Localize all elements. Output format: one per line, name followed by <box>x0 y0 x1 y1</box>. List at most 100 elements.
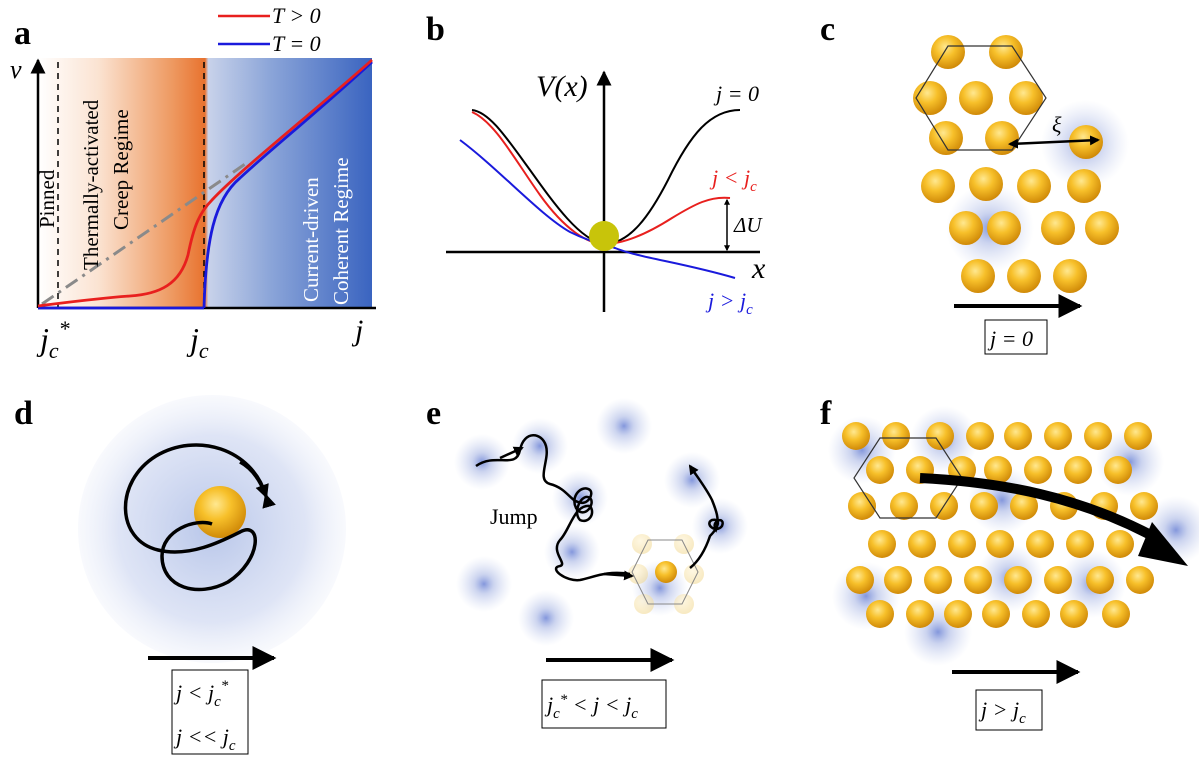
vortex-lattice <box>842 422 1158 628</box>
pinning-site <box>544 524 600 580</box>
curve-j-greater-jc <box>459 139 736 279</box>
vortex <box>882 422 910 450</box>
region-pinned: Pinned <box>35 169 59 228</box>
vortex <box>944 600 972 628</box>
vortex <box>846 566 874 594</box>
panel-c: c ξ j = 0 <box>820 11 1129 355</box>
j-axis-label: j <box>351 314 363 347</box>
vortex <box>1009 81 1043 115</box>
xi-arrow <box>1008 135 1100 149</box>
vortex <box>1041 211 1075 245</box>
vortex <box>969 167 1003 201</box>
vortex <box>929 121 963 155</box>
vortex <box>982 600 1010 628</box>
vortex <box>1017 169 1051 203</box>
panel-e: e Jump jc* < j < jc <box>426 395 748 729</box>
vortex <box>926 422 954 450</box>
hexagon-cell <box>915 45 1047 151</box>
vortex <box>868 530 896 558</box>
tick-jc: jc <box>186 321 209 363</box>
legend-red-label: T > 0 <box>272 3 321 28</box>
vortex <box>655 561 677 583</box>
vortex <box>1007 259 1041 293</box>
vortex <box>1060 600 1088 628</box>
panel-letter-e: e <box>426 395 441 432</box>
jump-label: Jump <box>490 504 538 529</box>
vortex <box>890 492 918 520</box>
current-label-line2: j << jc <box>173 724 236 754</box>
vortex <box>1044 566 1072 594</box>
vortex <box>908 530 936 558</box>
region-creep-line2: Creep Regime <box>109 109 133 230</box>
legend-blue-label: T = 0 <box>272 31 321 56</box>
vortex <box>913 81 947 115</box>
panel-letter-a: a <box>14 15 31 52</box>
vortex <box>1124 422 1152 450</box>
vortex <box>1126 566 1154 594</box>
vortex <box>866 456 894 484</box>
particle <box>589 221 619 251</box>
panel-b: b V(x) x ΔU j = 0 j < jc j > jc <box>426 11 766 318</box>
vortex <box>848 492 876 520</box>
vortex <box>949 211 983 245</box>
trajectory-exit <box>688 464 724 569</box>
current-box <box>975 689 1043 731</box>
current-box <box>984 319 1048 355</box>
vortex <box>1106 530 1134 558</box>
vortex <box>964 566 992 594</box>
vortex <box>1010 492 1038 520</box>
vortex <box>1085 211 1119 245</box>
barrier-label: ΔU <box>733 213 763 237</box>
pinning-site <box>692 498 748 554</box>
trajectory-arrow <box>603 570 634 581</box>
curve-t-zero <box>202 60 373 309</box>
pinning-site <box>456 556 512 612</box>
pinning-site <box>552 470 608 526</box>
x-axis-label: x <box>751 252 766 285</box>
flow-arrow-shaft <box>919 473 1163 545</box>
v-axis-label: v <box>10 55 22 84</box>
trajectory-arrow <box>499 446 524 460</box>
trajectory <box>123 443 276 592</box>
current-box <box>171 669 249 755</box>
vortex <box>842 422 870 450</box>
panel-letter-c: c <box>820 11 835 48</box>
vortex <box>989 35 1023 69</box>
vortex <box>987 211 1021 245</box>
xi-label: ξ <box>1052 112 1062 137</box>
trajectory-tip <box>239 460 269 499</box>
vortex <box>1026 530 1054 558</box>
current-label: j = 0 <box>987 326 1033 351</box>
vortex <box>931 35 965 69</box>
panel-a: a v j Pinned Thermally-activated Creep R… <box>10 3 376 363</box>
pinning-site <box>518 590 574 646</box>
panel-letter-f: f <box>820 395 832 432</box>
vortex <box>1066 530 1094 558</box>
hexagon-cell <box>853 437 963 519</box>
vortex <box>1004 566 1032 594</box>
vortex <box>924 566 952 594</box>
v-of-x-label: V(x) <box>536 70 588 103</box>
region-coherent-line2: Coherent Regime <box>329 157 353 305</box>
pinning-site <box>512 418 568 474</box>
panel-f: f j > jc <box>820 395 1199 731</box>
vortex <box>1044 422 1072 450</box>
vortex <box>1067 169 1101 203</box>
current-box <box>541 679 667 729</box>
current-label-line1: j < jc* <box>173 678 229 710</box>
region-coherent-line1: Current-driven <box>299 177 323 302</box>
vortex <box>906 600 934 628</box>
label-j-greater-jc: j > jc <box>705 288 753 318</box>
pinning-site <box>664 452 720 508</box>
vortex <box>970 492 998 520</box>
vortex <box>194 486 246 538</box>
vortex <box>1104 456 1132 484</box>
vortex <box>959 81 993 115</box>
vortex <box>984 456 1012 484</box>
vortex <box>884 566 912 594</box>
current-label: jc* < j < jc <box>544 692 638 722</box>
vortex <box>921 169 955 203</box>
ohmic-asymptote <box>41 160 249 306</box>
panel-d: d j < jc* j << jc <box>14 395 346 755</box>
